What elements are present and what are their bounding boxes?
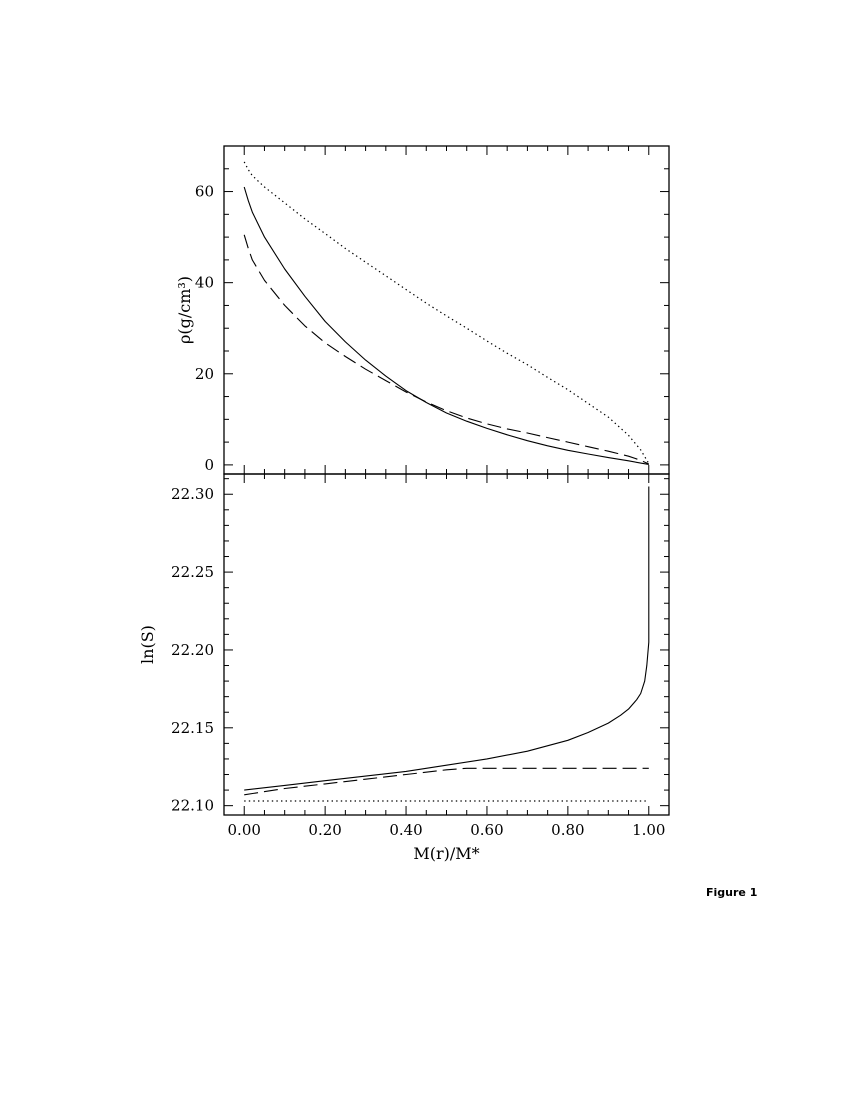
y-tick-label: 20 [195,365,214,383]
solid-series-line [244,486,650,791]
y-tick-label: 22.15 [171,719,214,737]
density-panel-series [243,161,650,465]
entropy-axis-label: ln(S) [138,625,157,664]
density-panel-ticks: 0 20 40 60 [195,145,669,474]
density-axis-label: ρ(g/cm³) [175,276,194,344]
y-tick-label: 22.10 [171,797,214,815]
entropy-panel: 22.10 22.15 22.20 22.25 22.30 0.00 0.20 0.40 0.6… [138,473,670,863]
y-tick-label: 0 [204,456,214,474]
entropy-panel-frame [223,473,670,816]
dashed-series-line [244,767,649,796]
solid-series-line [243,186,649,465]
y-tick-label: 22.30 [171,485,214,503]
y-tick-label: 40 [195,274,214,292]
x-tick-label: 0.40 [389,821,422,839]
y-tick-label: 22.25 [171,563,214,581]
x-tick-label: 0.60 [470,821,503,839]
x-tick-label: 0.80 [551,821,584,839]
x-tick-label: 0.00 [228,821,261,839]
dotted-series-line [243,161,650,464]
dashed-series-line [243,234,650,465]
x-tick-label: 1.00 [632,821,665,839]
entropy-panel-series [244,486,650,802]
entropy-panel-ticks: 22.10 22.15 22.20 22.25 22.30 0.00 0.20 0.40 0.6… [171,474,669,839]
density-panel-frame [223,145,670,475]
figure-caption: Figure 1 [706,886,758,899]
y-tick-label: 22.20 [171,641,214,659]
y-tick-label: 60 [195,183,214,201]
mass-fraction-axis-label: M(r)/M* [413,844,479,863]
density-panel: 0 20 40 60 ρ(g/cm³) [175,145,670,475]
x-tick-label: 0.20 [308,821,341,839]
